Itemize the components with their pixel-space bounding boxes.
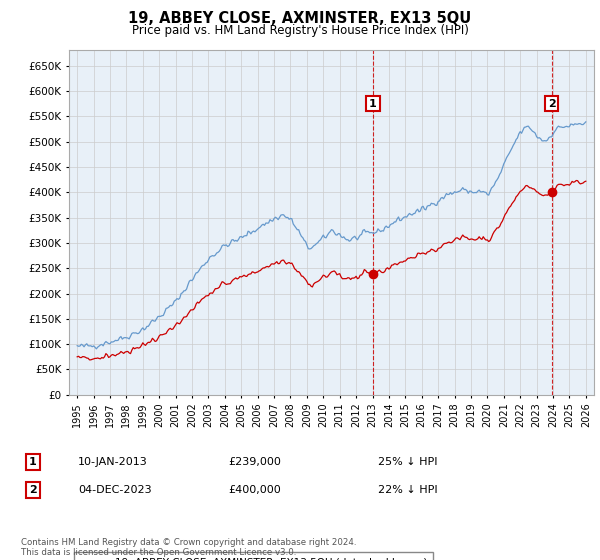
Text: 19, ABBEY CLOSE, AXMINSTER, EX13 5QU: 19, ABBEY CLOSE, AXMINSTER, EX13 5QU xyxy=(128,11,472,26)
Text: 1: 1 xyxy=(369,99,377,109)
Text: 2: 2 xyxy=(29,485,37,495)
Text: 2: 2 xyxy=(548,99,556,109)
Text: £239,000: £239,000 xyxy=(228,457,281,467)
Text: Contains HM Land Registry data © Crown copyright and database right 2024.
This d: Contains HM Land Registry data © Crown c… xyxy=(21,538,356,557)
Text: 10-JAN-2013: 10-JAN-2013 xyxy=(78,457,148,467)
Text: Price paid vs. HM Land Registry's House Price Index (HPI): Price paid vs. HM Land Registry's House … xyxy=(131,24,469,37)
Text: 04-DEC-2023: 04-DEC-2023 xyxy=(78,485,152,495)
Text: £400,000: £400,000 xyxy=(228,485,281,495)
Text: 22% ↓ HPI: 22% ↓ HPI xyxy=(378,485,437,495)
Text: 1: 1 xyxy=(29,457,37,467)
Legend: 19, ABBEY CLOSE, AXMINSTER, EX13 5QU (detached house), HPI: Average price, detac: 19, ABBEY CLOSE, AXMINSTER, EX13 5QU (de… xyxy=(74,552,433,560)
Text: 25% ↓ HPI: 25% ↓ HPI xyxy=(378,457,437,467)
